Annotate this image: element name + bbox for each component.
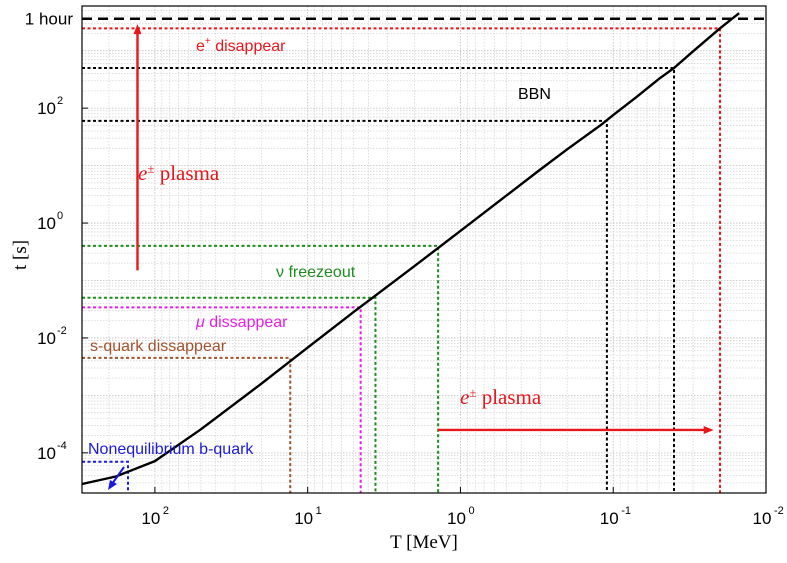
annotation-bbn-base: BBN xyxy=(518,86,551,103)
annotation-mu-disappear-base: μ xyxy=(195,314,205,331)
y-tick-exponent: 0 xyxy=(57,210,63,222)
annotation-plasma-upper-sup: ± xyxy=(147,161,154,176)
y-tick-exponent: -4 xyxy=(57,440,67,452)
axis-ticks: 10 2 10 1 10 0 10 -1 10 -210 -410 -210 010 21 hour xyxy=(25,10,784,528)
marker-mu-disappear xyxy=(82,306,362,493)
series-line-0 xyxy=(81,12,740,486)
series xyxy=(81,12,740,486)
x-tick-exponent: 0 xyxy=(468,505,474,517)
annotation-plasma-lower-sup: ± xyxy=(469,385,476,400)
annotation-plasma-lower-base: e xyxy=(460,385,469,409)
y-axis-label: t [s] xyxy=(10,240,31,270)
y-tick-label: 1 hour xyxy=(25,10,74,29)
annotation-e-disappear-base: e xyxy=(196,38,205,55)
annotation-plasma-upper-base: e xyxy=(138,161,147,185)
annotation-b-quark-base: Nonequilibrium b-quark xyxy=(88,441,254,458)
x-tick-label: 10 xyxy=(600,509,619,528)
annotation-plasma-lower-rest: plasma xyxy=(476,385,541,409)
marker-s-quark xyxy=(82,356,292,493)
annotation-s-quark: s-quark dissappear xyxy=(90,338,227,355)
marker-b-quark xyxy=(82,460,129,493)
arrowhead-b-quark-pointer xyxy=(108,480,117,490)
arrowhead-plasma-right-arrow xyxy=(703,425,714,434)
arrows xyxy=(108,24,714,490)
x-tick-exponent: 1 xyxy=(316,505,322,517)
annotation-mu-disappear: μ dissappear xyxy=(195,314,288,331)
annotation-nu-freezeout-rest: freezeout xyxy=(284,264,356,281)
x-tick-exponent: -1 xyxy=(621,505,631,517)
annotation-nu-freezeout: ν freezeout xyxy=(276,264,356,281)
y-tick-label: 10 xyxy=(37,99,56,118)
annotation-plasma-upper: e± plasma xyxy=(138,161,220,185)
annotation-s-quark-base: s-quark dissappear xyxy=(90,338,227,355)
annotation-e-disappear-sup: + xyxy=(205,36,211,47)
y-tick-label: 10 xyxy=(37,329,56,348)
annotation-plasma-lower: e± plasma xyxy=(460,385,542,409)
plot-frame xyxy=(81,5,767,494)
x-tick-label: 10 xyxy=(294,509,313,528)
annotation-e-disappear-rest: disappear xyxy=(211,38,286,55)
y-tick-exponent: -2 xyxy=(57,325,67,337)
annotation-b-quark: Nonequilibrium b-quark xyxy=(88,441,254,458)
x-tick-label: 10 xyxy=(447,509,466,528)
x-tick-exponent: -2 xyxy=(774,505,784,517)
marker-e-disappear xyxy=(82,27,722,493)
arrow-b-quark-pointer xyxy=(111,466,125,485)
annotation-bbn: BBN xyxy=(518,86,551,103)
y-tick-exponent: 2 xyxy=(57,95,63,107)
x-tick-exponent: 2 xyxy=(163,505,169,517)
annotation-mu-disappear-rest: dissappear xyxy=(205,314,288,331)
marker-lines xyxy=(82,17,766,493)
marker-mu-upper xyxy=(82,296,377,493)
grid xyxy=(81,5,767,494)
annotation-plasma-upper-rest: plasma xyxy=(154,161,219,185)
x-tick-label: 10 xyxy=(141,509,160,528)
annotation-nu-freezeout-base: ν xyxy=(276,264,284,281)
x-tick-label: 10 xyxy=(753,509,772,528)
y-tick-label: 10 xyxy=(37,214,56,233)
marker-bbn-upper xyxy=(82,67,676,493)
y-tick-label: 10 xyxy=(37,444,56,463)
annotation-e-disappear: e+ disappear xyxy=(196,36,286,55)
arrowhead-plasma-up-arrow xyxy=(133,24,142,35)
x-axis-label: T [MeV] xyxy=(390,532,458,553)
